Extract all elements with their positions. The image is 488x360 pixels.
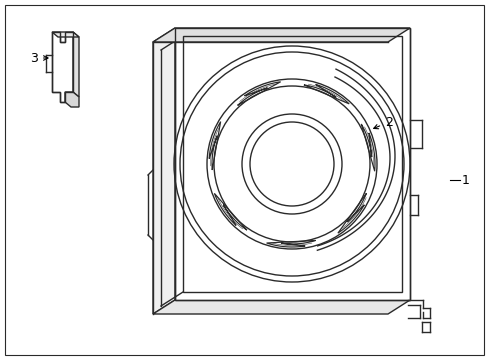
- Text: 1: 1: [461, 174, 469, 186]
- Polygon shape: [153, 28, 409, 42]
- Text: 3: 3: [30, 51, 48, 64]
- Polygon shape: [153, 300, 409, 314]
- Polygon shape: [73, 32, 79, 97]
- Polygon shape: [153, 28, 175, 314]
- Polygon shape: [65, 92, 79, 107]
- Polygon shape: [52, 32, 73, 102]
- Polygon shape: [52, 32, 79, 37]
- Text: 2: 2: [373, 116, 392, 129]
- Polygon shape: [175, 28, 409, 300]
